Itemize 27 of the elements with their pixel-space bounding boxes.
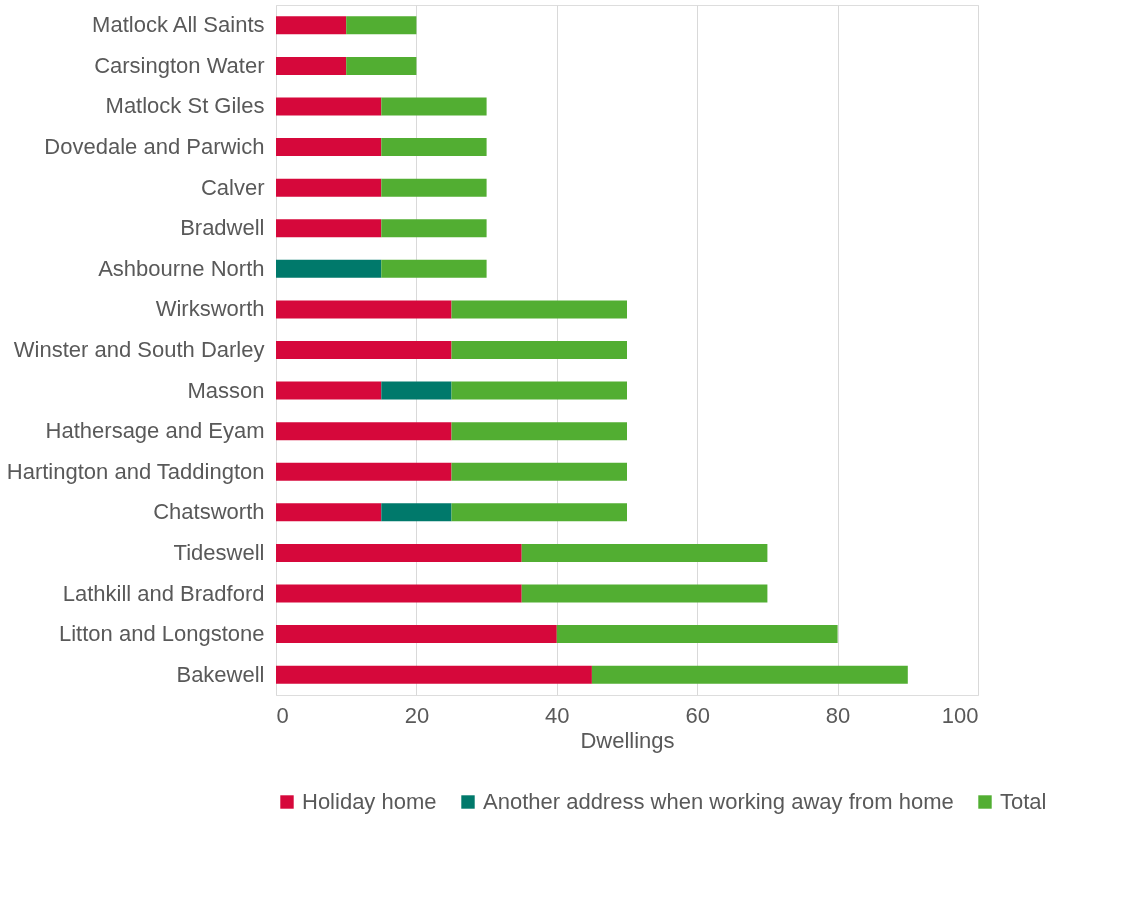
- x-tick-label: 100: [941, 702, 979, 728]
- y-tick-label: Hartington and Taddington: [6, 458, 265, 484]
- legend-label: Another address when working away from home: [483, 789, 954, 814]
- y-tick-label: Wirksworth: [155, 296, 265, 322]
- y-tick-label: Lathkill and Bradford: [62, 580, 265, 606]
- y-tick-label: Tideswell: [173, 539, 265, 565]
- y-tick-label: Matlock All Saints: [92, 12, 265, 38]
- y-tick-label: Ashbourne North: [98, 255, 265, 281]
- x-tick-label: 0: [276, 702, 289, 728]
- y-tick-label: Masson: [187, 377, 265, 403]
- y-tick-label: Matlock St Giles: [105, 93, 265, 119]
- y-tick-label: Litton and Longstone: [58, 621, 265, 647]
- y-tick-label: Carsington Water: [94, 52, 265, 78]
- x-tick-label: 80: [825, 702, 851, 728]
- y-tick-label: Dovedale and Parwich: [44, 134, 265, 160]
- y-tick-label: Bradwell: [180, 215, 265, 241]
- x-axis-title: Dwellings: [580, 727, 675, 753]
- x-tick-label: 40: [545, 702, 570, 728]
- legend-label: Holiday home: [302, 789, 437, 814]
- y-tick-label: Bakewell: [176, 661, 265, 687]
- y-tick-label: Calver: [200, 174, 265, 200]
- legend-label: Total: [1000, 789, 1047, 814]
- x-tick-label: 20: [404, 702, 430, 728]
- x-tick-label: 60: [685, 702, 710, 728]
- y-tick-label: Hathersage and Eyam: [45, 418, 265, 444]
- y-tick-label: Winster and South Darley: [13, 337, 265, 362]
- y-tick-label: Chatsworth: [153, 499, 265, 525]
